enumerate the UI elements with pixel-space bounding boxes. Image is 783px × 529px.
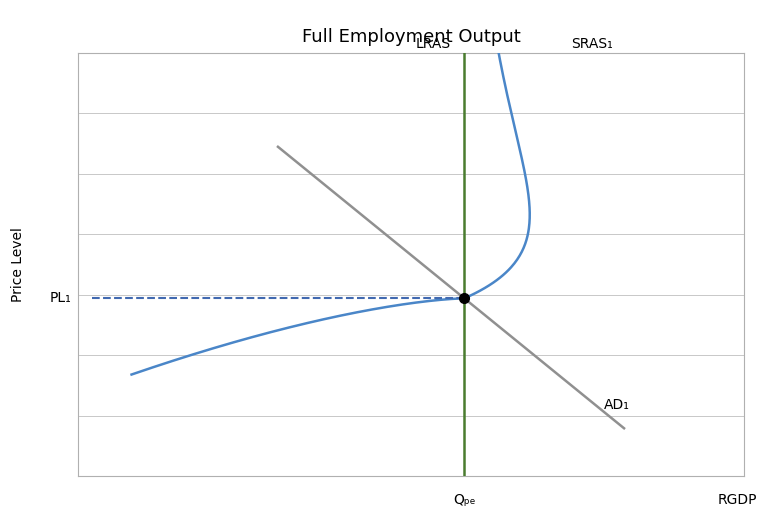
Text: LRAS: LRAS [416,37,451,51]
Text: Price Level: Price Level [12,227,25,302]
Title: Full Employment Output: Full Employment Output [301,28,521,46]
Text: RGDP: RGDP [718,493,757,507]
Text: Qₚₑ: Qₚₑ [453,493,475,507]
Text: SRAS₁: SRAS₁ [571,37,612,51]
Text: AD₁: AD₁ [604,398,630,412]
Text: PL₁: PL₁ [50,291,72,305]
